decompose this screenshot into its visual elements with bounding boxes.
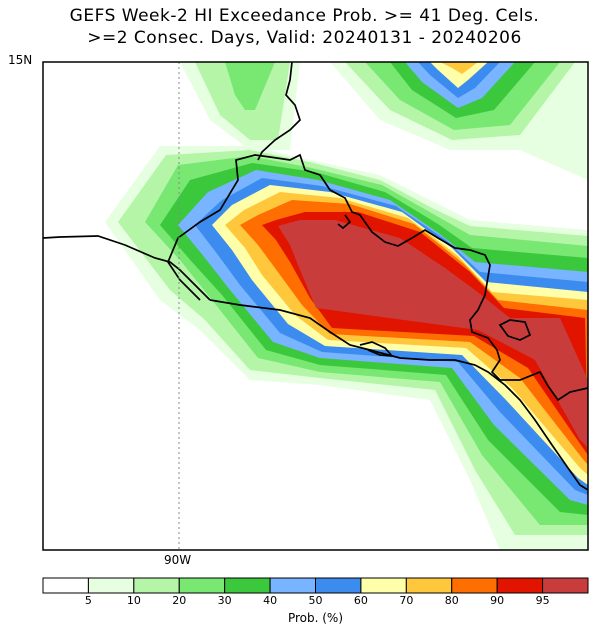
lon-label-90w: 90W xyxy=(164,553,192,567)
legend-cell xyxy=(87,577,135,594)
legend-tick-label: 10 xyxy=(126,594,141,607)
legend-cell xyxy=(542,577,589,594)
guatemala-border xyxy=(167,153,491,311)
contour-20-nw xyxy=(225,62,275,110)
chart-subtitle: >=2 Consec. Days, Valid: 20240131 - 2024… xyxy=(87,28,522,48)
central-america-coast xyxy=(209,299,588,491)
legend-cell xyxy=(269,577,317,594)
legend-tick-label: 40 xyxy=(263,594,278,607)
legend-tick-label: 60 xyxy=(353,594,368,607)
north-coast xyxy=(257,62,301,161)
legend-cell xyxy=(496,577,544,594)
lat-label-15n: 15N xyxy=(8,53,33,67)
legend-title: Prob. (%) xyxy=(287,611,344,625)
probability-contours xyxy=(105,62,588,550)
legend-tick-label: 90 xyxy=(490,594,505,607)
legend-cell xyxy=(315,577,362,594)
mexico-coast xyxy=(43,235,211,301)
legend-cells xyxy=(42,577,589,594)
contour-70-north xyxy=(440,62,478,74)
chart-title: GEFS Week-2 HI Exceedance Prob. >= 41 De… xyxy=(69,6,540,26)
lake-detail xyxy=(359,341,395,358)
legend-tick-label: 5 xyxy=(84,594,92,607)
legend-tick-label: 70 xyxy=(399,594,414,607)
honduras-border xyxy=(469,309,588,402)
legend-tick-label: 50 xyxy=(308,594,323,607)
coastline-outline xyxy=(43,62,588,491)
legend-cell xyxy=(224,577,271,594)
legend-cell xyxy=(133,577,180,594)
legend-tick-label: 80 xyxy=(444,594,459,607)
legend-tick-label: 20 xyxy=(172,594,187,607)
legend-tick-label: 30 xyxy=(217,594,232,607)
el-salvador-border xyxy=(337,214,352,230)
legend-cell xyxy=(405,577,453,594)
contour-60-north xyxy=(430,62,488,88)
legend-cell xyxy=(451,577,498,594)
gulf-of-fonseca xyxy=(498,319,532,341)
legend-cell xyxy=(178,577,226,594)
map-frame xyxy=(42,61,589,551)
legend-cell xyxy=(360,577,407,594)
legend-tick-label: 95 xyxy=(535,594,550,607)
contour-95 xyxy=(278,220,588,448)
legend-cell xyxy=(42,577,89,594)
